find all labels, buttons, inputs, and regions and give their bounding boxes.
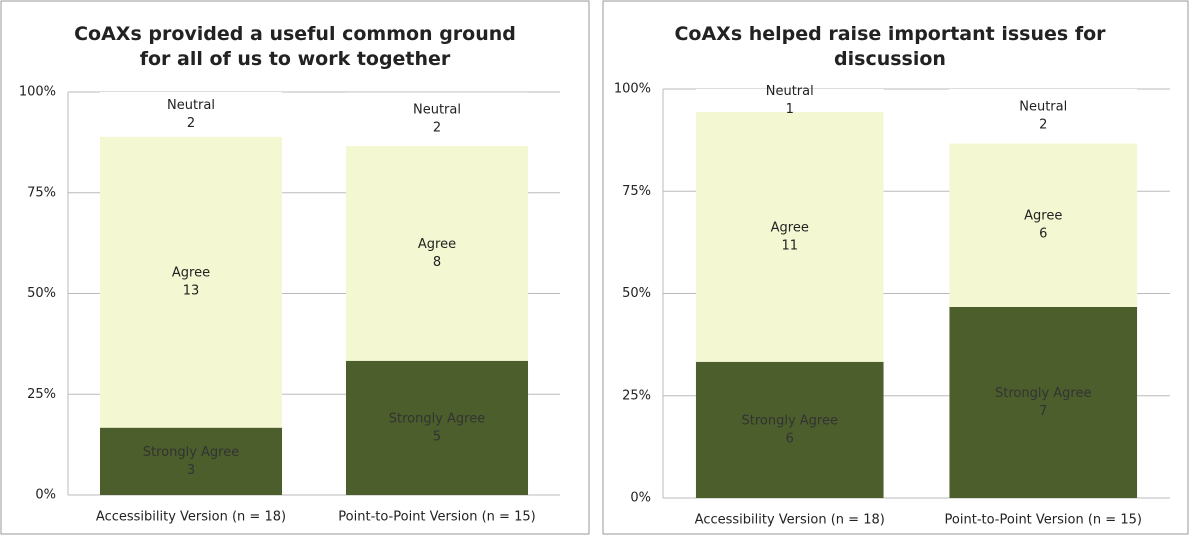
segment-label: Agree [418, 237, 456, 252]
segment-label: Strongly Agree [143, 445, 240, 460]
segment-label: Strongly Agree [742, 413, 839, 428]
segment-label: Strongly Agree [389, 411, 486, 426]
y-tick-label: 0% [35, 488, 56, 503]
bar-segment [345, 360, 529, 495]
y-tick-label: 0% [630, 491, 651, 506]
bar-segment [695, 361, 884, 498]
bar-segment [695, 89, 884, 112]
segment-label: Neutral [413, 103, 461, 118]
bar-segment [99, 427, 283, 495]
y-tick-label: 75% [622, 184, 651, 199]
segment-count: 8 [433, 255, 441, 270]
panel-border [602, 0, 1189, 535]
segment-count: 11 [781, 238, 798, 253]
segment-count: 3 [187, 463, 195, 478]
panel-border [0, 0, 590, 535]
segment-label: Agree [771, 220, 809, 235]
segment-count: 2 [187, 116, 195, 131]
x-tick-label: Point-to-Point Version (n = 15) [338, 510, 535, 525]
x-tick-label: Accessibility Version (n = 18) [695, 513, 885, 528]
bar-segment [695, 111, 884, 362]
y-tick-label: 100% [19, 85, 56, 100]
y-tick-label: 25% [622, 388, 651, 403]
segment-count: 13 [183, 284, 200, 299]
segment-count: 5 [433, 429, 441, 444]
y-tick-label: 50% [27, 286, 56, 301]
segment-count: 1 [786, 102, 794, 117]
segment-label: Strongly Agree [995, 386, 1092, 401]
bar-segment [949, 89, 1138, 144]
bar-segment [949, 143, 1138, 307]
segment-label: Agree [1024, 209, 1062, 224]
segment-count: 6 [786, 431, 794, 446]
segment-count: 2 [1039, 118, 1047, 133]
x-tick-label: Point-to-Point Version (n = 15) [945, 513, 1142, 528]
bar-segment [345, 146, 529, 361]
bar-segment [949, 306, 1138, 498]
y-tick-label: 25% [27, 387, 56, 402]
chart-title: CoAXs provided a useful common ground fo… [74, 23, 516, 70]
bar-segment [99, 136, 283, 428]
chart-title: CoAXs helped raise important issues for … [674, 23, 1106, 70]
segment-label: Neutral [766, 84, 814, 99]
y-tick-label: 50% [622, 286, 651, 301]
segment-label: Neutral [1019, 100, 1067, 115]
x-tick-label: Accessibility Version (n = 18) [96, 510, 286, 525]
segment-count: 7 [1039, 404, 1047, 419]
y-tick-label: 75% [27, 185, 56, 200]
segment-label: Agree [172, 266, 210, 281]
y-tick-label: 100% [614, 82, 651, 97]
segment-count: 2 [433, 121, 441, 136]
segment-count: 6 [1039, 227, 1047, 242]
bar-segment [99, 92, 283, 137]
bar-segment [345, 92, 529, 147]
segment-label: Neutral [167, 98, 215, 113]
